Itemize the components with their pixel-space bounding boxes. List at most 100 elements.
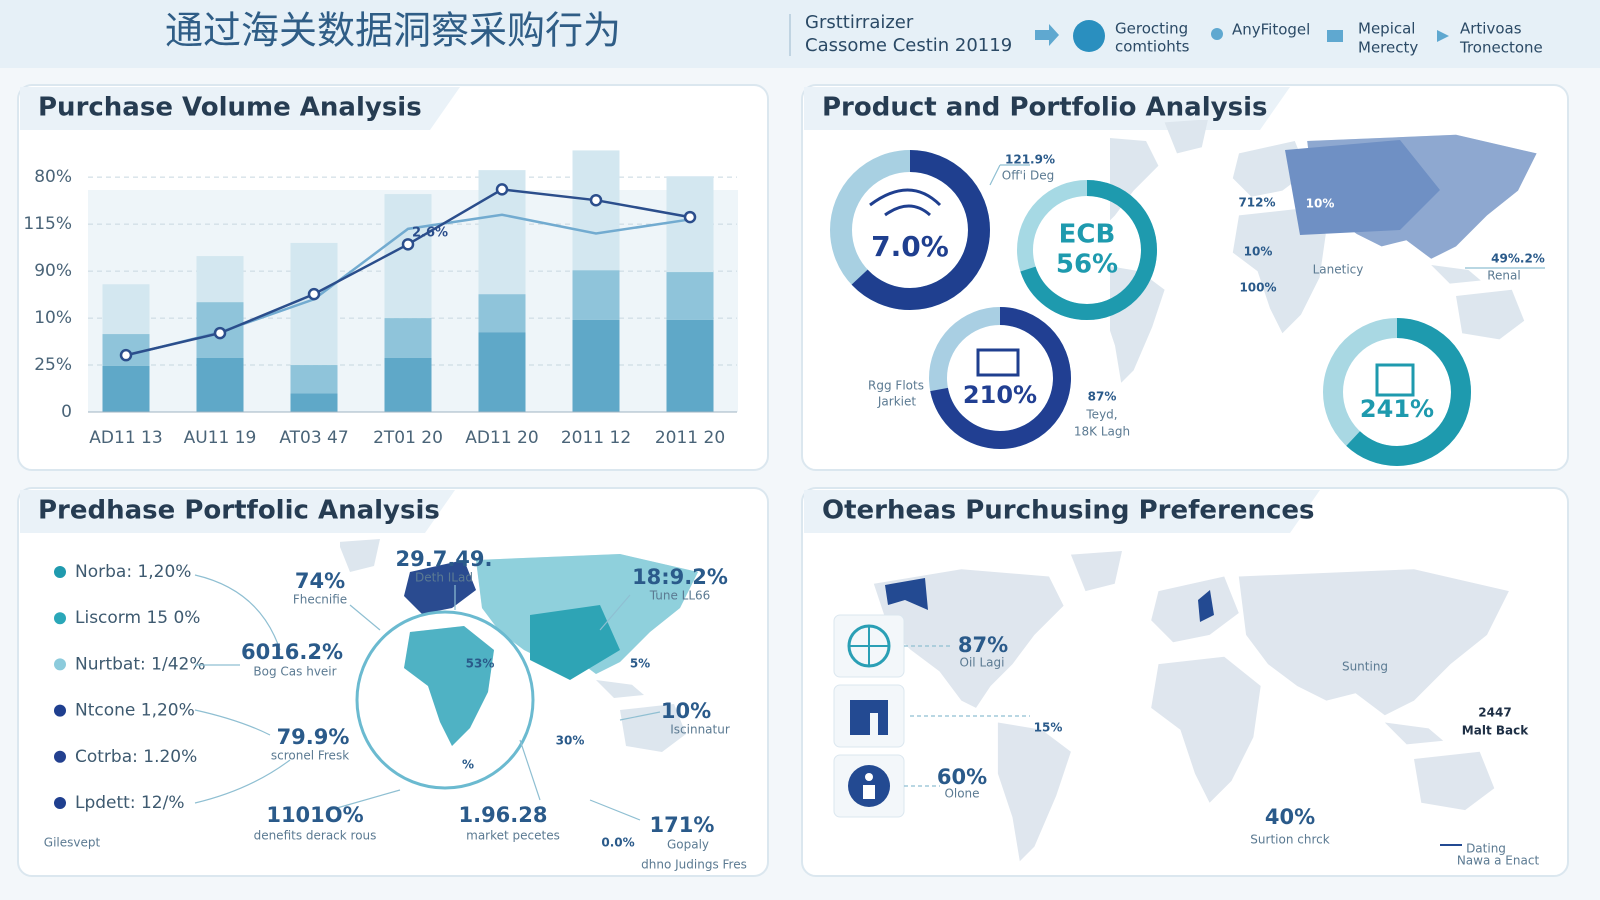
map: [873, 550, 1509, 862]
label: 53%: [466, 657, 495, 671]
bar-segment: [666, 272, 714, 320]
marker: [401, 238, 415, 251]
nav-item[interactable]: comtiohts: [1115, 38, 1190, 56]
callouts: 29.7.49. Deth ILad 74% Fhecnifie 18:9.2%…: [44, 547, 747, 872]
leader: [989, 164, 1030, 186]
callout-value: 74%: [295, 569, 345, 593]
callout-value: 29.7.49.: [396, 547, 493, 571]
leader: [904, 645, 1030, 787]
labels: 121.9% Off'i Deg Rgg Flots Jarkiet 87% T…: [868, 153, 1545, 439]
x-tick-label: 2011 20: [655, 428, 725, 448]
legend-label: Liscorm 15 0%: [75, 608, 200, 628]
x-tick-label: 2011 12: [561, 428, 631, 448]
bar-segment: [572, 270, 620, 320]
nav-icon: [1035, 24, 1059, 46]
nav-item[interactable]: Tronectone: [1459, 39, 1543, 57]
bar-chart: 0 25% 10% 90% 115% 80% AD11 13 AU11 19 AT03 47 2T…: [23, 150, 738, 448]
region: [885, 578, 928, 610]
callout-value: 79.9%: [277, 725, 350, 749]
region: [1285, 140, 1440, 235]
annotation: 2.6%: [412, 226, 448, 241]
legend-label: Ntcone 1,20%: [75, 701, 195, 721]
nav-item[interactable]: Gerocting: [1115, 20, 1188, 38]
leader: [194, 574, 661, 821]
callout-caption: Gopaly: [667, 838, 709, 852]
bar-segment: [666, 319, 714, 412]
label: Rgg Flots: [868, 379, 924, 393]
legend-label: Cotrba: 1.20%: [75, 747, 197, 767]
legend-swatch: [54, 750, 66, 763]
x-tick-label: 2T01 20: [373, 428, 443, 448]
callout-value: 18:9.2%: [632, 565, 728, 589]
building-icon: [850, 700, 888, 735]
marker: [119, 348, 133, 362]
legend: Norba: 1,20% Liscorm 15 0% Nurtbat: 1/42% N…: [54, 562, 205, 813]
callout-value: 87%: [958, 633, 1008, 657]
bar-segment: [572, 319, 620, 412]
label: 30%: [556, 734, 585, 748]
bar-segment: [102, 284, 150, 335]
x-tick-label: AU11 19: [184, 428, 257, 448]
icon: [1375, 363, 1415, 397]
nav-item[interactable]: Mepical: [1358, 20, 1415, 38]
callout-value: 10%: [661, 699, 711, 723]
marker: [307, 287, 321, 301]
panel-title: Product and Portfolio Analysis: [822, 93, 1267, 123]
bar-segment: [196, 357, 244, 412]
panel-title: Purchase Volume Analysis: [38, 93, 422, 123]
label: %: [462, 758, 474, 772]
label: dhno Judings Fres: [641, 858, 747, 872]
label: Gilesvept: [44, 836, 101, 850]
callout-value: 60%: [937, 765, 987, 789]
legend-swatch: [54, 566, 66, 578]
label: Nawa a Enact: [1457, 854, 1540, 868]
bar-segment: [572, 150, 620, 271]
nav-item[interactable]: AnyFitogel: [1232, 21, 1310, 39]
callout-caption: denefits derack rous: [254, 829, 377, 843]
callout-caption: market pecetes: [466, 829, 560, 843]
header-title: 通过海关数据洞察采购行为: [165, 9, 621, 53]
bar-segment: [384, 357, 432, 412]
marker: [213, 326, 227, 340]
callout-value: 1.96.28: [458, 803, 547, 827]
brand: Cassome Cestin 20119: [805, 35, 1012, 56]
map: [1110, 120, 1537, 383]
panel-title: Predhase Portfolic Analysis: [38, 496, 440, 526]
x-tick-label: AT03 47: [279, 428, 348, 448]
legend-swatch: [54, 658, 66, 671]
brand: Grsttirraizer: [805, 12, 914, 33]
bar-segment: [102, 365, 150, 412]
label: Jarkiet: [877, 395, 916, 409]
label: 0.0%: [601, 836, 634, 850]
callout-caption: Malt Back: [1462, 724, 1529, 738]
bar-segment: [666, 176, 714, 273]
nav-item[interactable]: Merecty: [1358, 39, 1418, 57]
bar-segment: [384, 194, 432, 319]
x-tick-label: AD11 20: [465, 428, 538, 448]
region: [530, 605, 620, 680]
donut-center: ECB: [1059, 220, 1116, 250]
callouts: 87% Oil Lagi 15% 60% Olone 40% Surtion c…: [937, 633, 1540, 868]
nav-icon: [1327, 30, 1343, 42]
label: 10%: [1244, 245, 1273, 259]
label: Dating: [1466, 842, 1506, 856]
callout-caption: Surtion chrck: [1250, 833, 1329, 847]
callout-caption: scronel Fresk: [271, 749, 349, 763]
y-tick-label: 90%: [34, 261, 72, 281]
callout-caption: Olone: [944, 787, 979, 801]
label: Laneticy: [1313, 263, 1364, 277]
icon: [869, 188, 942, 217]
donut-arc: [830, 150, 990, 310]
person-icon: [863, 785, 875, 799]
marker: [683, 210, 697, 224]
callout-value: 1101O%: [266, 803, 363, 827]
bar-segment: [478, 332, 526, 412]
callout-caption: Iscinnatur: [670, 723, 730, 737]
y-tick-label: 25%: [34, 355, 72, 375]
callout-value: 6016.2%: [241, 640, 343, 664]
nav-item[interactable]: Artivoas: [1460, 20, 1522, 38]
title-tab: [804, 87, 1290, 130]
title-tab: [20, 87, 460, 130]
marker: [589, 193, 603, 207]
label: 5%: [630, 657, 650, 671]
